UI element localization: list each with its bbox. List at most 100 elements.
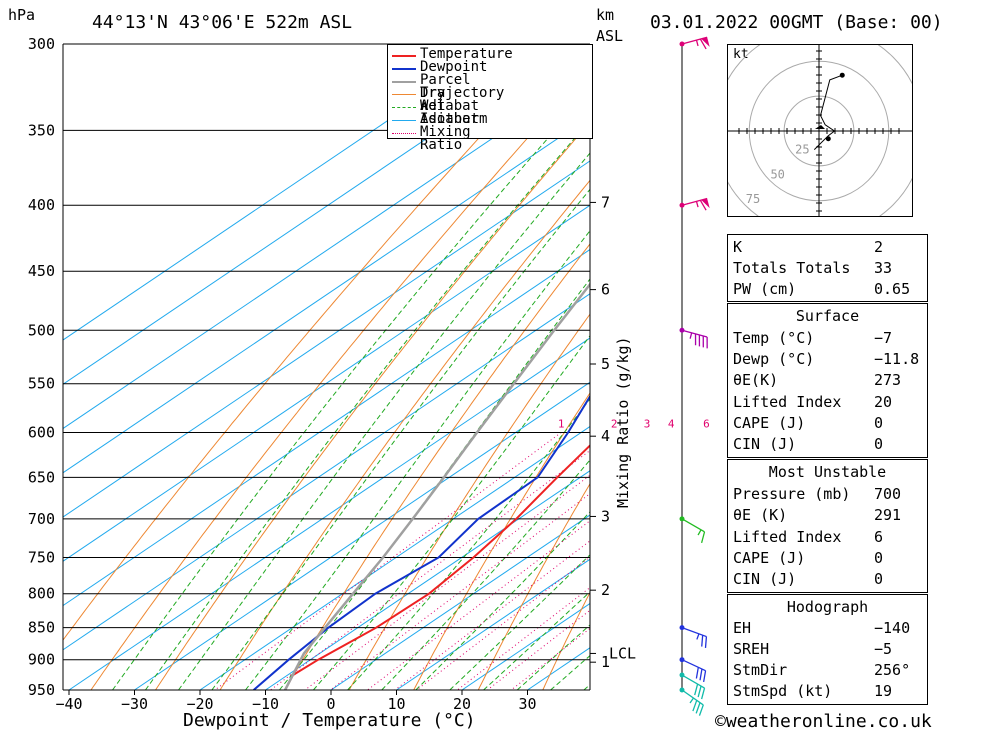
hodograph-point [825, 136, 831, 142]
height-unit-km: km [596, 6, 615, 24]
index-value: 0.65 [874, 280, 911, 298]
dry-adiabat-line [542, 591, 590, 690]
hodograph-trace [813, 74, 843, 150]
chart-legend: Temperature Dewpoint Parcel Trajectory D… [387, 44, 593, 152]
temperature-tick-label: −20 [186, 695, 213, 713]
wind-barb [679, 36, 710, 50]
most-unstable-title: Most Unstable [768, 463, 887, 481]
pressure-tick-label: 350 [28, 121, 55, 139]
surface-cape-label: CAPE (J) [733, 414, 806, 432]
surface-temp-label: Temp (°C) [733, 329, 815, 347]
most-unstable-panel: Most Unstable Pressure (mb) 700 θE (K) 2… [727, 459, 928, 593]
hodograph-ring-label: 50 [770, 167, 784, 181]
hodograph-params-title: Hodograph [786, 598, 869, 616]
surface-cin-value: 0 [874, 435, 884, 453]
mixing-ratio-line [416, 556, 590, 690]
pressure-tick-label: 700 [28, 510, 55, 528]
temperature-tick-label: −10 [252, 695, 279, 713]
surface-thetae-label: θE(K) [733, 371, 779, 389]
km-tick-label: 1 [601, 653, 610, 671]
mixing-ratio-label: 6 [703, 417, 710, 430]
stmspd-label: StmSpd (kt) [733, 682, 833, 700]
mu-cin-label: CIN (J) [733, 570, 797, 588]
pressure-tick-label: 450 [28, 262, 55, 280]
dewpoint-profile [253, 394, 590, 690]
wet-adiabat-line [245, 230, 590, 690]
surface-li-label: Lifted Index [733, 393, 842, 411]
mixing-ratio-label: 4 [668, 417, 675, 430]
isotherm-line [63, 44, 502, 341]
hodograph-unit: kt [733, 47, 749, 62]
lcl-label: LCL [609, 644, 636, 662]
wind-barb [679, 625, 708, 648]
wet-adiabat-line [178, 152, 590, 690]
mu-cape-value: 0 [874, 549, 884, 567]
isotherm-line [134, 381, 590, 690]
general-indices-panel: K 2 Totals Totals 33 PW (cm) 0.65 [727, 234, 928, 302]
mu-li-label: Lifted Index [733, 528, 842, 546]
isotherm-line [63, 71, 590, 430]
km-tick-label: 7 [601, 193, 610, 211]
index-label: Totals Totals [733, 259, 851, 277]
wind-barb [679, 516, 706, 544]
dry-adiabat-line [995, 44, 1000, 690]
index-value: 33 [874, 259, 893, 277]
storm-motion-arrow [815, 125, 825, 129]
hodograph-ring-label: 75 [746, 192, 760, 206]
mu-thetae-value: 291 [874, 506, 902, 524]
pressure-tick-label: 600 [28, 423, 55, 441]
mixing-ratio-line [394, 540, 590, 690]
surface-dewp-label: Dewp (°C) [733, 350, 815, 368]
surface-li-value: 20 [874, 393, 893, 411]
mu-pressure-value: 700 [874, 485, 902, 503]
surface-title: Surface [795, 307, 860, 325]
isotherm-line [265, 470, 590, 690]
hodograph-plot: 25 50 75 [728, 45, 912, 216]
km-tick-label: 6 [601, 281, 610, 299]
isotherm-line [63, 160, 590, 518]
pressure-tick-label: 550 [28, 375, 55, 393]
pressure-tick-label: 900 [28, 651, 55, 669]
index-label: K [733, 238, 743, 256]
mixing-ratio-label: 2 [611, 417, 618, 430]
pressure-unit-label: hPa [8, 6, 36, 24]
pressure-tick-label: 400 [28, 196, 55, 214]
hodograph-params-panel: Hodograph EH −140 SREH −5 StmDir 256° St… [727, 594, 928, 705]
mixing-ratio-line [304, 474, 590, 690]
wet-adiabat-line [449, 554, 590, 690]
surface-dewp-value: −11.8 [874, 350, 920, 368]
mixing-ratio-label: 3 [644, 417, 651, 430]
mu-thetae-label: θE (K) [733, 506, 788, 524]
isotherm-line [63, 293, 590, 651]
x-axis-title: Dewpoint / Temperature (°C) [183, 710, 476, 731]
mixing-ratio-axis-title: Mixing Ratio (g/kg) [614, 336, 632, 508]
pressure-tick-label: 300 [28, 35, 55, 53]
isotherm-line [63, 44, 567, 385]
eh-value: −140 [874, 619, 911, 637]
surface-thetae-value: 273 [874, 371, 902, 389]
temperature-tick-label: 0 [326, 695, 335, 713]
location-title: 44°13'N 43°06'E 522m ASL [92, 12, 353, 33]
wet-adiabat-line [144, 119, 590, 690]
datetime-title: 03.01.2022 00GMT (Base: 00) [650, 12, 943, 33]
wet-adiabat-line [313, 334, 590, 690]
dry-adiabat-line [477, 482, 590, 690]
mu-pressure-label: Pressure (mb) [733, 485, 851, 503]
wind-barb [679, 657, 707, 683]
mixing-ratio-label: 1 [558, 417, 565, 430]
dry-adiabat-line [284, 243, 590, 690]
wet-adiabat-line [211, 188, 590, 690]
pressure-tick-label: 850 [28, 619, 55, 637]
isotherm-line [330, 514, 590, 690]
hodograph-panel: kt 25 50 75 [727, 44, 913, 217]
copyright-link[interactable]: ©weatheronline.co.uk [715, 711, 932, 732]
wind-barb [679, 327, 708, 349]
km-tick-label: 5 [601, 355, 610, 373]
km-tick-label: 2 [601, 581, 610, 599]
wind-barb [679, 687, 704, 716]
wind-barb [679, 672, 706, 700]
pressure-tick-label: 650 [28, 468, 55, 486]
temperature-tick-label: −40 [55, 695, 82, 713]
pressure-tick-label: 800 [28, 585, 55, 603]
